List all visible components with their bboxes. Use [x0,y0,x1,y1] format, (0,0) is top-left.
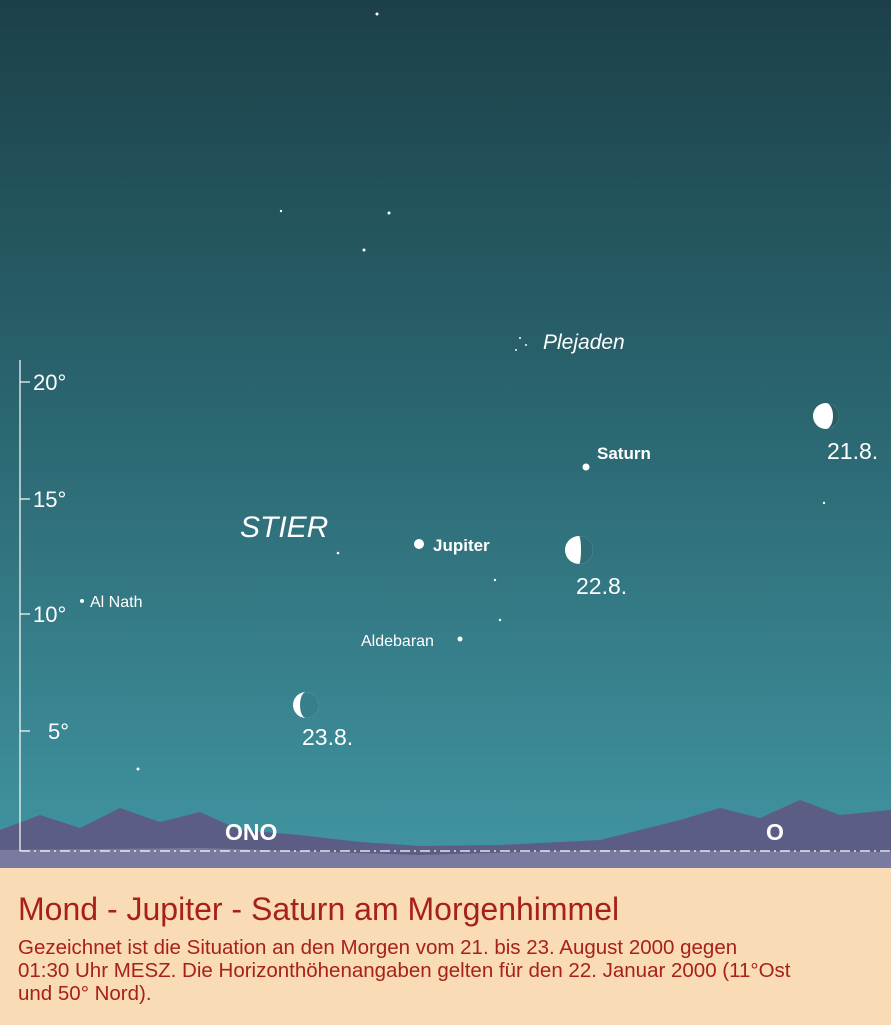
moon-date: 21.8. [827,438,878,464]
jupiter-label: Jupiter [433,536,490,555]
star [337,552,340,555]
tick-label: 5° [48,719,69,744]
tick-label: 20° [33,370,66,395]
pleiades-label: Plejaden [543,331,625,354]
caption-line: 01:30 Uhr MESZ. Die Horizonthöhenangaben… [18,959,791,982]
caption-line: Gezeichnet ist die Situation an den Morg… [18,936,737,959]
constellation-label: STIER [240,511,328,544]
star [494,579,496,581]
caption-line: und 50° Nord). [18,982,152,1005]
star [519,337,521,339]
star [583,464,590,471]
moon-date: 22.8. [576,573,627,599]
star [80,599,84,603]
page: 20° 15° 10° 5° Plejaden Saturn 21.8. [0,0,891,1025]
star [280,210,282,212]
tick-label: 15° [33,487,66,512]
star [499,619,501,621]
direction-label: ONO [225,819,277,845]
star [458,637,463,642]
star [414,539,424,549]
caption-title: Mond - Jupiter - Saturn am Morgenhimmel [18,891,619,927]
aldebaran-label: Aldebaran [361,633,434,650]
direction-label: O [766,819,784,845]
tick-label: 10° [33,602,66,627]
saturn-label: Saturn [597,444,651,463]
star [515,349,517,351]
star [525,344,527,346]
star [376,13,379,16]
star [363,249,366,252]
sky-chart: 20° 15° 10° 5° Plejaden Saturn 21.8. [0,0,891,1025]
alnath-label: Al Nath [90,594,142,611]
star [137,768,140,771]
moon-date: 23.8. [302,724,353,750]
star [388,212,391,215]
sky [0,0,891,868]
star [823,502,825,504]
